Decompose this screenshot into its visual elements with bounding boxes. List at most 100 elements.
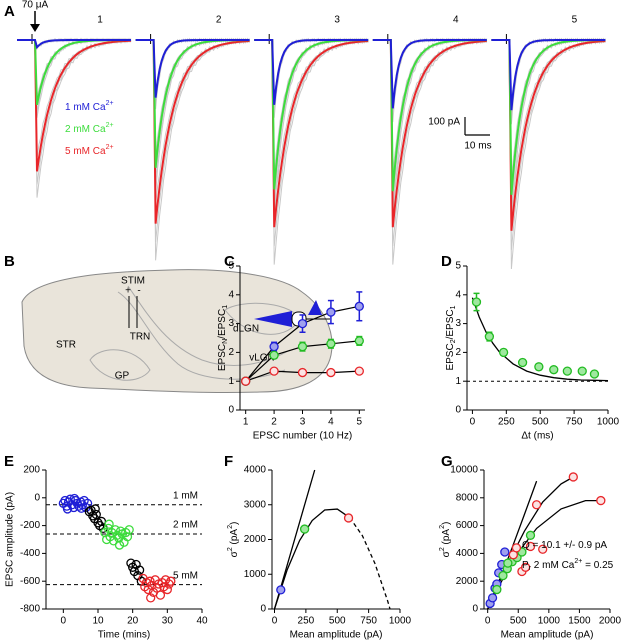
- x-axis-label: EPSC number (10 Hz): [253, 431, 352, 442]
- plus-label: +: [125, 286, 131, 297]
- minus-label: -: [137, 286, 140, 297]
- data-point: [134, 565, 145, 575]
- data-point: [124, 525, 134, 535]
- stim-label: STIM: [121, 276, 145, 287]
- x-tick-label: 0: [61, 616, 67, 627]
- label-part: 2 mM Ca: [65, 124, 106, 135]
- y-tick-label: 4: [455, 289, 461, 300]
- pulse-label: 1: [97, 15, 103, 26]
- label-part: 2+: [106, 122, 114, 129]
- raw-trace: [491, 37, 606, 180]
- data-point: [91, 509, 101, 520]
- data-point: [269, 366, 279, 376]
- data-point: [511, 543, 522, 553]
- mean-trace: [491, 39, 606, 231]
- x-tick-label: 2: [271, 417, 277, 428]
- label-part: 2: [450, 339, 457, 343]
- label-part: r: [529, 565, 532, 572]
- annotation: Q = 10.1 +/- 0.9 pA: [522, 540, 607, 551]
- fit-curve: [349, 517, 391, 610]
- raw-trace: [491, 38, 606, 250]
- label-part: ): [229, 522, 240, 525]
- data-point: [299, 524, 310, 534]
- raw-trace: [254, 38, 369, 246]
- pulse-label: 5: [572, 15, 578, 26]
- data-point: [114, 540, 125, 550]
- y-tick-label: -400: [20, 548, 40, 559]
- mean-trace: [17, 39, 131, 50]
- mean-trace: [17, 39, 131, 105]
- data-point: [297, 341, 308, 352]
- raw-trace: [372, 37, 488, 123]
- panel-label: F: [224, 453, 233, 470]
- raw-trace: [135, 38, 251, 243]
- data-point: [471, 297, 482, 307]
- data-point: [549, 365, 559, 375]
- y-tick-label: -600: [20, 576, 40, 587]
- reference-label: 2 mM: [173, 520, 198, 531]
- y-axis-label: EPSC2/EPSC1: [445, 305, 458, 370]
- label-part: 1 mM Ca: [65, 102, 106, 113]
- x-tick-label: 0: [485, 616, 491, 627]
- region-outline: [89, 349, 151, 381]
- raw-trace: [254, 37, 369, 175]
- raw-trace: [254, 37, 369, 220]
- panel-label: B: [4, 253, 15, 270]
- region-label: vLGN: [249, 353, 275, 364]
- data-point: [166, 576, 176, 586]
- x-tick-label: 4: [328, 417, 334, 428]
- y-tick-label: 0: [34, 492, 40, 503]
- data-point: [104, 519, 114, 529]
- raw-trace: [254, 39, 369, 265]
- x-tick-label: 1000: [389, 616, 412, 627]
- label-part: 2: [439, 547, 446, 551]
- x-tick-label: 5: [357, 417, 363, 428]
- data-point: [343, 513, 354, 523]
- y-tick-label: 1: [228, 376, 234, 387]
- y-tick-label: 0: [260, 604, 266, 615]
- x-tick-label: 0: [470, 417, 476, 428]
- label-part: 2: [439, 525, 446, 529]
- y-tick-label: 2000: [244, 534, 267, 545]
- y-tick-label: 200: [23, 465, 40, 476]
- x-tick-label: 250: [498, 417, 515, 428]
- y-tick-label: -800: [20, 604, 40, 615]
- x-tick-label: 10: [92, 616, 104, 627]
- data-point: [276, 585, 286, 595]
- pulse-label: 4: [453, 15, 459, 26]
- raw-trace: [254, 37, 369, 118]
- x-tick-label: 1: [243, 417, 249, 428]
- region-label: GP: [115, 371, 130, 382]
- data-point: [531, 500, 542, 510]
- y-tick-label: 0: [455, 405, 461, 416]
- mean-trace: [135, 39, 250, 224]
- region-label: TRN: [130, 332, 151, 343]
- raw-trace: [372, 37, 488, 177]
- label-part: = 0.25: [582, 560, 613, 571]
- y-tick-label: 10000: [450, 465, 478, 476]
- label-part: 2 mM Ca: [531, 560, 575, 571]
- x-tick-label: 30: [162, 616, 174, 627]
- legend-entry: 2 mM Ca2+: [65, 122, 114, 134]
- data-point: [69, 493, 80, 504]
- region-label: STR: [56, 340, 76, 351]
- y-tick-label: 3000: [244, 499, 267, 510]
- x-tick-label: 750: [566, 417, 583, 428]
- data-point: [492, 584, 502, 595]
- y-tick-label: 5: [228, 261, 234, 272]
- label-part: /EPSC: [445, 309, 456, 339]
- data-point: [562, 366, 572, 376]
- x-tick-label: 500: [510, 616, 527, 627]
- data-point: [155, 590, 166, 600]
- raw-trace: [491, 39, 606, 270]
- label-part: σ: [441, 550, 452, 557]
- label-part: (pA: [229, 529, 240, 548]
- x-tick-label: 250: [298, 616, 315, 627]
- data-point: [326, 339, 336, 349]
- data-point: [122, 532, 133, 542]
- raw-trace: [135, 37, 250, 156]
- data-point: [297, 367, 308, 378]
- mean-trace: [254, 39, 369, 105]
- data-point: [487, 593, 498, 603]
